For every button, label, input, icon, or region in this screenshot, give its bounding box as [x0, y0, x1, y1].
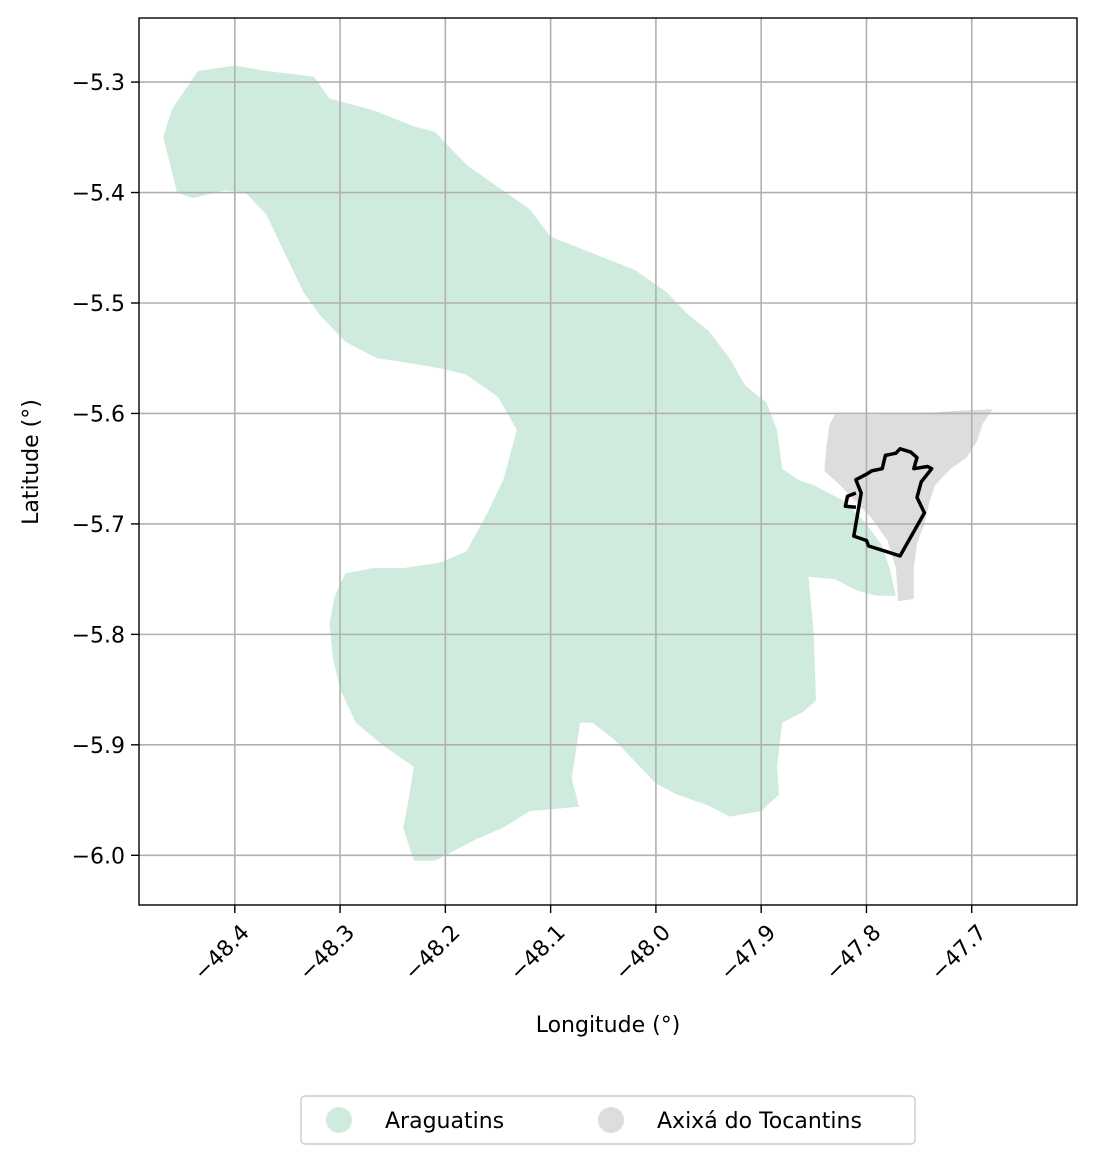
- axes-frame: [138, 17, 1078, 906]
- highlighted-area-outline-notch: [843, 491, 857, 510]
- plot-area: [138, 17, 1078, 906]
- highlighted-area-outline: [852, 447, 934, 558]
- grid-lines: [139, 18, 1077, 905]
- y-tick-label: −6.0: [72, 844, 125, 869]
- legend-label-araguatins: Araguatins: [385, 1109, 504, 1134]
- y-axis-ticks: −5.3 −5.4 −5.5 −5.6 −5.7 −5.8 −5.9 −6.0: [72, 71, 139, 869]
- y-tick-label: −5.4: [72, 182, 125, 207]
- legend-marker-araguatins: [326, 1107, 352, 1133]
- region-araguatins: [163, 65, 896, 861]
- legend-marker-axixa-do-tocantins: [598, 1107, 624, 1133]
- y-tick-label: −5.9: [72, 734, 125, 759]
- legend: Araguatins Axixá do Tocantins: [300, 1095, 916, 1145]
- y-axis-label: Latitude (°): [19, 399, 44, 525]
- y-tick-label: −5.7: [72, 513, 125, 538]
- outline-layer: [843, 447, 934, 558]
- y-tick-label: −5.6: [72, 402, 125, 427]
- y-tick-label: −5.3: [72, 71, 125, 96]
- y-tick-label: −5.8: [72, 623, 125, 648]
- legend-label-axixa-do-tocantins: Axixá do Tocantins: [657, 1109, 862, 1134]
- x-axis-label: Longitude (°): [536, 1013, 681, 1038]
- y-tick-label: −5.5: [72, 292, 125, 317]
